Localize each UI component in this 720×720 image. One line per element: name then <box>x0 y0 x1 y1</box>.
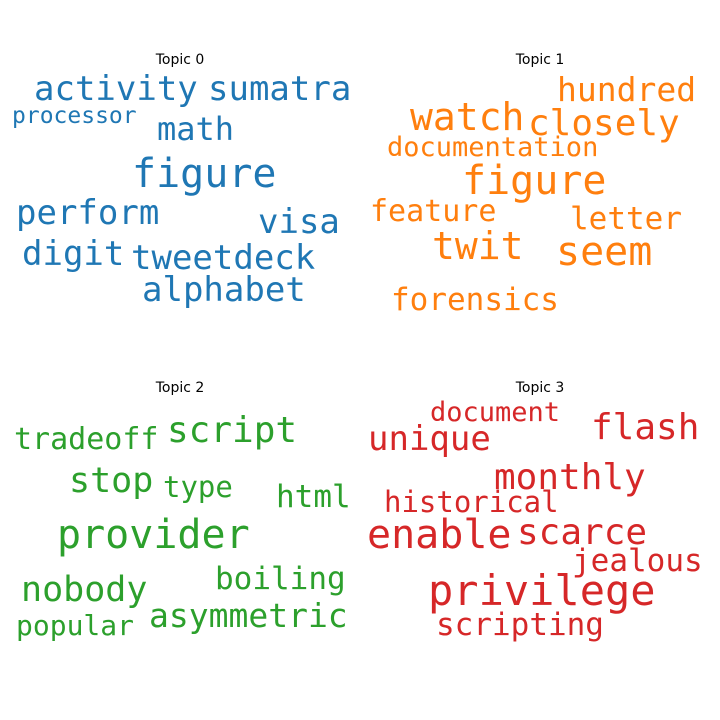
word-feature: feature <box>370 194 497 229</box>
word-tweetdeck: tweetdeck <box>131 238 316 278</box>
topic-2-title: Topic 2 <box>155 380 205 396</box>
topic-3-title: Topic 3 <box>515 380 565 396</box>
word-visa: visa <box>258 202 340 242</box>
word-popular: popular <box>16 609 135 642</box>
word-processor: processor <box>12 103 137 129</box>
topic-2-panel: Topic 2 tradeoff script stop type html p… <box>0 328 360 688</box>
word-sumatra: sumatra <box>208 69 352 109</box>
word-monthly: monthly <box>494 457 646 498</box>
word-alphabet: alphabet <box>142 270 306 310</box>
word-enable: enable <box>367 512 512 558</box>
word-privilege: privilege <box>428 566 656 615</box>
word-closely: closely <box>528 103 680 144</box>
word-flash: flash <box>591 407 700 448</box>
word-jealous: jealous <box>572 543 703 579</box>
word-document: document <box>430 397 561 428</box>
word-type: type <box>163 470 233 504</box>
word-figure: figure <box>462 158 607 204</box>
word-documentation: documentation <box>387 132 599 163</box>
word-forensics: forensics <box>391 282 559 318</box>
word-seem: seem <box>556 229 653 275</box>
word-unique: unique <box>368 419 491 459</box>
word-script: script <box>167 410 298 451</box>
word-perform: perform <box>16 193 160 233</box>
word-historical: historical <box>384 485 559 519</box>
word-twit: twit <box>432 224 524 268</box>
word-tradeoff: tradeoff <box>14 422 159 457</box>
word-watch: watch <box>410 95 525 139</box>
word-math: math <box>157 110 235 148</box>
word-asymmetric: asymmetric <box>149 596 348 635</box>
word-letter: letter <box>570 201 682 237</box>
word-figure: figure <box>132 151 277 197</box>
topic-0-title: Topic 0 <box>155 52 205 68</box>
word-boiling: boiling <box>215 561 346 597</box>
topic-3-panel: Topic 3 document flash unique monthly hi… <box>360 328 720 688</box>
topic-1-title: Topic 1 <box>515 52 565 68</box>
topic-0-panel: Topic 0 activity sumatra processor math … <box>0 0 360 360</box>
word-stop: stop <box>69 461 154 501</box>
word-scarce: scarce <box>517 512 648 553</box>
topic-1-panel: Topic 1 hundred watch closely documentat… <box>360 0 720 360</box>
word-digit: digit <box>22 234 125 274</box>
word-activity: activity <box>34 69 198 109</box>
word-html: html <box>276 479 351 515</box>
word-hundred: hundred <box>557 70 697 109</box>
word-scripting: scripting <box>436 607 604 643</box>
word-provider: provider <box>57 512 250 558</box>
word-nobody: nobody <box>21 570 148 610</box>
